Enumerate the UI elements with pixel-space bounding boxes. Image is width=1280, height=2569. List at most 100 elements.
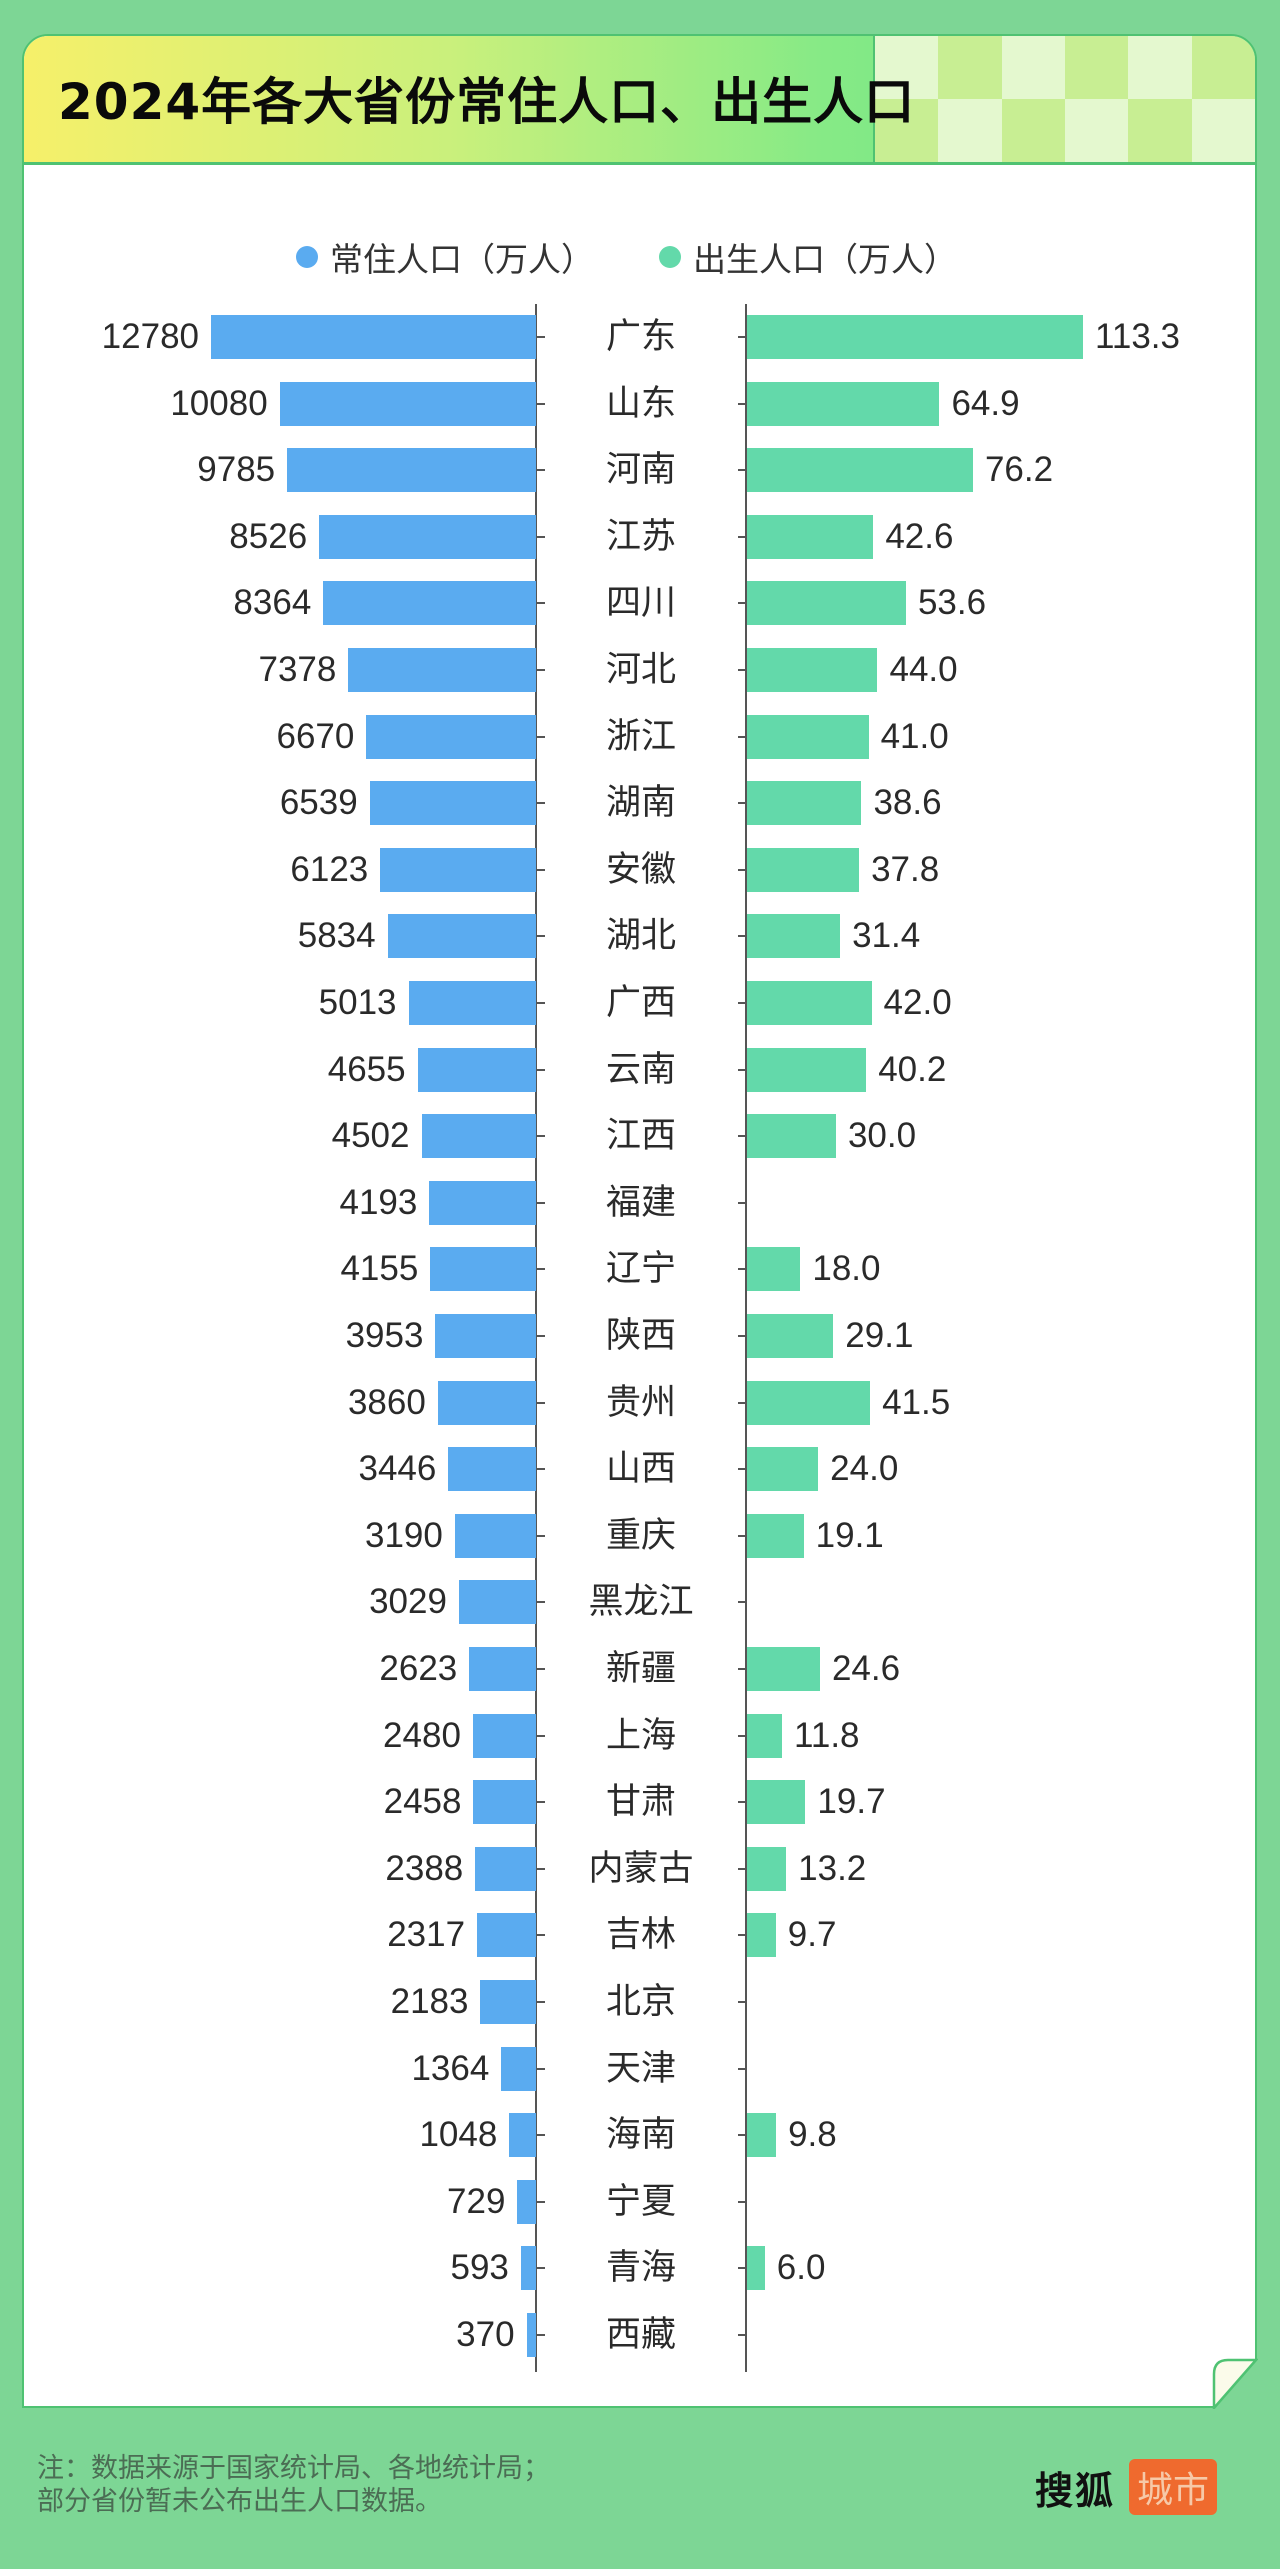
- axis-tick: [537, 1734, 545, 1737]
- value-resident: 4193: [339, 1182, 418, 1222]
- province-label: 江西: [605, 1116, 676, 1157]
- province-label: 广西: [605, 983, 676, 1023]
- province-label: 江苏: [605, 516, 676, 557]
- right-axis-line: [745, 304, 747, 2372]
- value-births: 29.1: [845, 1316, 914, 1355]
- axis-tick: [738, 2267, 746, 2270]
- province-label: 北京: [605, 1982, 676, 2022]
- chart-row: 2317 吉林 9.7: [0, 1913, 1280, 1979]
- chart-row: 2458 甘肃 19.7: [0, 1780, 1280, 1846]
- legend-label: 常住人口（万人）: [330, 240, 594, 279]
- axis-tick: [738, 868, 746, 871]
- bar-births: [747, 648, 878, 692]
- axis-tick: [738, 1335, 746, 1337]
- bar-resident: [509, 2113, 536, 2158]
- value-births: 113.3: [1095, 317, 1180, 356]
- logo-badge: 城市: [1129, 2459, 1218, 2515]
- value-births: 24.0: [830, 1449, 899, 1489]
- value-births: 53.6: [917, 583, 987, 623]
- axis-tick: [738, 602, 746, 605]
- province-label: 宁夏: [605, 2181, 676, 2222]
- chart-row: 1048 海南 9.8: [0, 2113, 1280, 2179]
- value-births: 38.6: [873, 783, 942, 823]
- legend-label: 出生人口（万人）: [693, 240, 957, 279]
- value-resident: 9785: [197, 450, 276, 490]
- province-label: 四川: [605, 583, 676, 624]
- province-label: 上海: [605, 1715, 676, 1756]
- bar-resident: [448, 1447, 536, 1492]
- bar-births: [747, 1447, 819, 1492]
- bar-resident: [369, 781, 536, 826]
- logo-text: 搜狐: [1035, 2468, 1116, 2513]
- bar-resident: [279, 381, 536, 426]
- axis-tick: [537, 1401, 545, 1404]
- axis-tick: [537, 802, 545, 805]
- axis-tick: [738, 2200, 746, 2203]
- value-births: 13.2: [798, 1848, 867, 1888]
- axis-tick: [537, 1867, 545, 1870]
- chart-row: 9785 河南 76.2: [0, 448, 1280, 514]
- axis-tick: [537, 1135, 545, 1138]
- value-resident: 7378: [258, 650, 337, 689]
- bar-births: [747, 914, 841, 959]
- axis-tick: [738, 669, 746, 671]
- bar-resident: [380, 847, 536, 892]
- province-label: 新疆: [605, 1649, 676, 1689]
- bar-resident: [454, 1513, 536, 1558]
- bar-resident: [287, 448, 536, 493]
- axis-tick: [537, 2200, 545, 2203]
- axis-tick: [738, 1668, 746, 1670]
- value-resident: 4155: [340, 1249, 419, 1289]
- axis-tick: [537, 1801, 545, 1804]
- bar-resident: [417, 1047, 536, 1092]
- bar-resident: [480, 1980, 536, 2024]
- bar-births: [747, 1780, 806, 1825]
- bar-resident: [421, 1114, 536, 1159]
- value-resident: 3446: [358, 1449, 437, 1489]
- value-resident: 729: [447, 2181, 506, 2221]
- chart-row: 10080 山东 64.9: [0, 381, 1280, 448]
- bar-births: [747, 2113, 777, 2158]
- bar-births: [747, 1846, 787, 1891]
- province-label: 重庆: [605, 1515, 676, 1556]
- bar-resident: [458, 1580, 536, 1625]
- axis-tick: [537, 2267, 545, 2270]
- axis-tick: [738, 336, 746, 338]
- province-label: 吉林: [605, 1915, 676, 1956]
- bar-births: [747, 981, 872, 1025]
- bar-resident: [526, 2313, 536, 2357]
- bar-births: [747, 847, 860, 892]
- value-births: 40.2: [878, 1049, 947, 1089]
- bar-resident: [477, 1913, 536, 1958]
- value-resident: 4502: [331, 1116, 410, 1156]
- axis-tick: [537, 1934, 545, 1937]
- chart-row: 2388 内蒙古 13.2: [0, 1846, 1280, 1913]
- province-label: 青海: [605, 2248, 676, 2289]
- axis-tick: [738, 802, 746, 805]
- axis-tick: [537, 669, 545, 671]
- value-resident: 370: [456, 2315, 515, 2354]
- axis-tick: [537, 2001, 545, 2003]
- bar-births: [747, 1647, 820, 1691]
- province-label: 广东: [605, 317, 676, 357]
- value-births: 18.0: [812, 1249, 881, 1289]
- chart-row: 2183 北京: [0, 1980, 1280, 2046]
- bar-births: [747, 1913, 776, 1958]
- axis-tick: [738, 735, 746, 738]
- axis-tick: [738, 469, 746, 472]
- value-births: 44.0: [889, 650, 958, 689]
- value-resident: 12780: [101, 317, 199, 356]
- value-births: 31.4: [852, 916, 921, 956]
- axis-tick: [738, 1135, 746, 1138]
- bar-births: [747, 1713, 782, 1758]
- chart-row: 3860 贵州 41.5: [0, 1380, 1280, 1447]
- chart-row: 12780 广东 113.3: [0, 315, 1280, 381]
- bar-resident: [211, 315, 536, 359]
- bar-resident: [501, 2046, 536, 2091]
- axis-tick: [738, 1867, 746, 1870]
- province-label: 湖北: [605, 916, 676, 957]
- value-resident: 8526: [229, 516, 308, 556]
- bar-resident: [408, 981, 536, 1025]
- axis-tick: [738, 2067, 746, 2070]
- value-births: 9.8: [788, 2115, 837, 2155]
